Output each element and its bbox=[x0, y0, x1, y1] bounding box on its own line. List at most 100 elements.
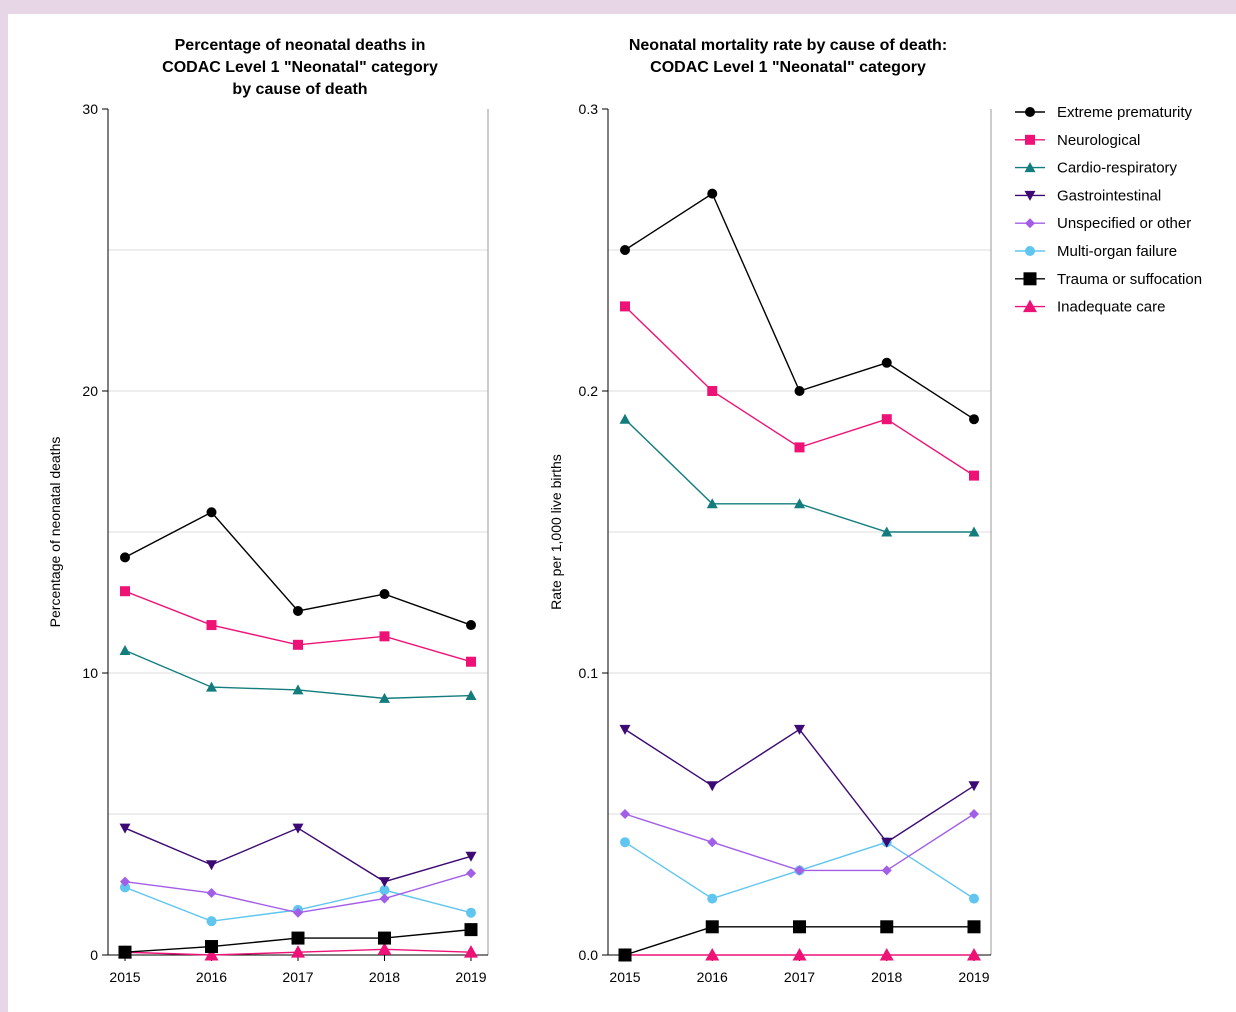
chart2-point-extreme-prematurity bbox=[881, 357, 892, 368]
chart2-point-unspecified-or-other bbox=[969, 809, 979, 819]
chart1-point-trauma-or-suffocation bbox=[464, 923, 478, 937]
chart1-point-multi-organ-failure bbox=[120, 882, 130, 893]
chart1-point-inadequate-care bbox=[377, 942, 392, 955]
chart1-point-multi-organ-failure bbox=[379, 885, 390, 896]
chart1-point-unspecified-or-other bbox=[206, 887, 217, 898]
chart2-y-tick-label: 0.2 bbox=[579, 383, 599, 399]
chart1-point-gastrointestinal bbox=[119, 823, 131, 834]
chart2-point-gastrointestinal bbox=[706, 781, 718, 792]
chart1-line-neurological bbox=[124, 590, 472, 663]
chart2-point-extreme-prematurity bbox=[707, 188, 718, 199]
legend-marker-unspecified-or-other bbox=[1025, 218, 1035, 229]
chart2-point-multi-organ-failure bbox=[969, 893, 979, 904]
chart2-point-trauma-or-suffocation bbox=[705, 920, 719, 934]
chart2-point-neurological bbox=[707, 386, 718, 396]
chart2-point-unspecified-or-other bbox=[794, 865, 805, 876]
chart1-point-extreme-prematurity bbox=[206, 507, 217, 518]
chart1-point-gastrointestinal bbox=[465, 851, 477, 862]
chart2-x-tick-label: 2017 bbox=[784, 969, 815, 985]
chart2-point-cardio-respiratory bbox=[619, 413, 631, 424]
chart2-point-extreme-prematurity bbox=[620, 245, 630, 255]
chart2-point-unspecified-or-other bbox=[707, 837, 718, 848]
chart2-point-neurological bbox=[620, 301, 630, 312]
chart2-point-neurological bbox=[969, 470, 979, 481]
legend-label-gastrointestinal: Gastrointestinal bbox=[1057, 187, 1161, 204]
chart2-line-gastrointestinal bbox=[624, 728, 975, 844]
chart1-x-tick-label: 2016 bbox=[196, 969, 227, 985]
chart1-point-neurological bbox=[206, 620, 217, 631]
chart1-point-cardio-respiratory bbox=[206, 681, 217, 692]
chart2-point-trauma-or-suffocation bbox=[618, 948, 632, 962]
chart2-line-cardio-respiratory bbox=[624, 418, 974, 533]
chart2-point-cardio-respiratory bbox=[968, 526, 980, 537]
legend-marker-cardio-respiratory bbox=[1024, 162, 1036, 173]
chart2-point-inadequate-care bbox=[967, 948, 981, 961]
chart1-point-extreme-prematurity bbox=[466, 620, 476, 631]
chart1-point-multi-organ-failure bbox=[206, 916, 217, 927]
chart1-point-multi-organ-failure bbox=[466, 907, 476, 918]
chart1-point-trauma-or-suffocation bbox=[205, 940, 218, 954]
chart1-point-neurological bbox=[293, 639, 303, 650]
chart2-point-inadequate-care bbox=[705, 948, 720, 961]
chart1-x-tick-label: 2019 bbox=[455, 969, 486, 985]
chart1-point-unspecified-or-other bbox=[293, 907, 303, 918]
chart1-title-line-3: by cause of death bbox=[232, 81, 367, 98]
chart2-y-tick-label: 0.0 bbox=[579, 947, 599, 963]
chart1-point-unspecified-or-other bbox=[466, 868, 476, 879]
chart2-x-tick-label: 2019 bbox=[958, 969, 989, 985]
chart2-x-tick-label: 2018 bbox=[871, 969, 902, 985]
chart2-point-gastrointestinal bbox=[794, 724, 805, 735]
chart2-point-extreme-prematurity bbox=[969, 414, 979, 425]
chart1-point-inadequate-care bbox=[291, 945, 305, 958]
chart1-point-extreme-prematurity bbox=[293, 605, 303, 616]
chart1-y-tick-label: 10 bbox=[82, 665, 98, 681]
chart1-point-neurological bbox=[466, 656, 476, 667]
chart1-x-tick-label: 2017 bbox=[282, 969, 313, 985]
legend-label-unspecified-or-other: Unspecified or other bbox=[1057, 215, 1191, 232]
chart2-point-gastrointestinal bbox=[968, 781, 980, 792]
figure-panel: Percentage of neonatal deaths in CODAC Le… bbox=[8, 14, 1236, 1012]
chart2-point-trauma-or-suffocation bbox=[967, 920, 981, 934]
legend-marker-gastrointestinal bbox=[1024, 190, 1036, 201]
chart2-x-tick-label: 2015 bbox=[609, 969, 640, 985]
chart1-x-tick-label: 2018 bbox=[369, 969, 400, 985]
legend-label-inadequate-care: Inadequate care bbox=[1057, 299, 1165, 316]
legend-label-extreme-prematurity: Extreme prematurity bbox=[1057, 104, 1193, 121]
chart2-point-cardio-respiratory bbox=[794, 498, 805, 509]
chart1-point-trauma-or-suffocation bbox=[378, 931, 391, 945]
chart1-point-cardio-respiratory bbox=[119, 644, 131, 655]
chart1-point-gastrointestinal bbox=[379, 877, 390, 888]
chart2-point-trauma-or-suffocation bbox=[793, 920, 806, 934]
chart1-point-neurological bbox=[120, 586, 130, 597]
chart2-point-multi-organ-failure bbox=[620, 837, 630, 848]
chart1-point-cardio-respiratory bbox=[292, 684, 304, 695]
chart1-x-tick-label: 2015 bbox=[109, 969, 140, 985]
chart1-point-neurological bbox=[379, 631, 390, 642]
chart2-x-tick-label: 2016 bbox=[697, 969, 728, 985]
chart2-point-cardio-respiratory bbox=[881, 526, 893, 537]
chart2-point-trauma-or-suffocation bbox=[880, 920, 894, 934]
chart1-point-gastrointestinal bbox=[292, 823, 304, 834]
chart1-point-inadequate-care bbox=[464, 945, 478, 958]
chart1-line-gastrointestinal bbox=[124, 827, 472, 883]
legend-marker-trauma-or-suffocation bbox=[1023, 272, 1037, 286]
chart1-point-cardio-respiratory bbox=[465, 690, 477, 701]
chart2-point-neurological bbox=[794, 442, 805, 453]
chart2-line-unspecified-or-other bbox=[624, 813, 975, 872]
chart1-title-line-2: CODAC Level 1 "Neonatal" category bbox=[162, 59, 438, 76]
chart1-point-trauma-or-suffocation bbox=[291, 931, 305, 945]
chart2-point-gastrointestinal bbox=[881, 837, 893, 848]
chart2-point-extreme-prematurity bbox=[794, 386, 805, 396]
chart1-y-tick-label: 0 bbox=[90, 947, 98, 963]
chart1-y-axis-label: Percentage of neonatal deaths bbox=[47, 437, 63, 628]
chart2-point-neurological bbox=[881, 414, 892, 425]
chart1-y-tick-label: 30 bbox=[82, 101, 98, 117]
chart2-point-unspecified-or-other bbox=[620, 809, 630, 819]
legend-marker-extreme-prematurity bbox=[1025, 107, 1035, 117]
chart1-y-tick-label: 20 bbox=[82, 383, 98, 399]
legend-label-neurological: Neurological bbox=[1057, 132, 1140, 149]
legend-label-multi-organ-failure: Multi-organ failure bbox=[1057, 243, 1177, 260]
chart1-point-extreme-prematurity bbox=[379, 589, 390, 600]
chart2-point-gastrointestinal bbox=[619, 724, 631, 735]
chart1-point-unspecified-or-other bbox=[120, 876, 130, 887]
